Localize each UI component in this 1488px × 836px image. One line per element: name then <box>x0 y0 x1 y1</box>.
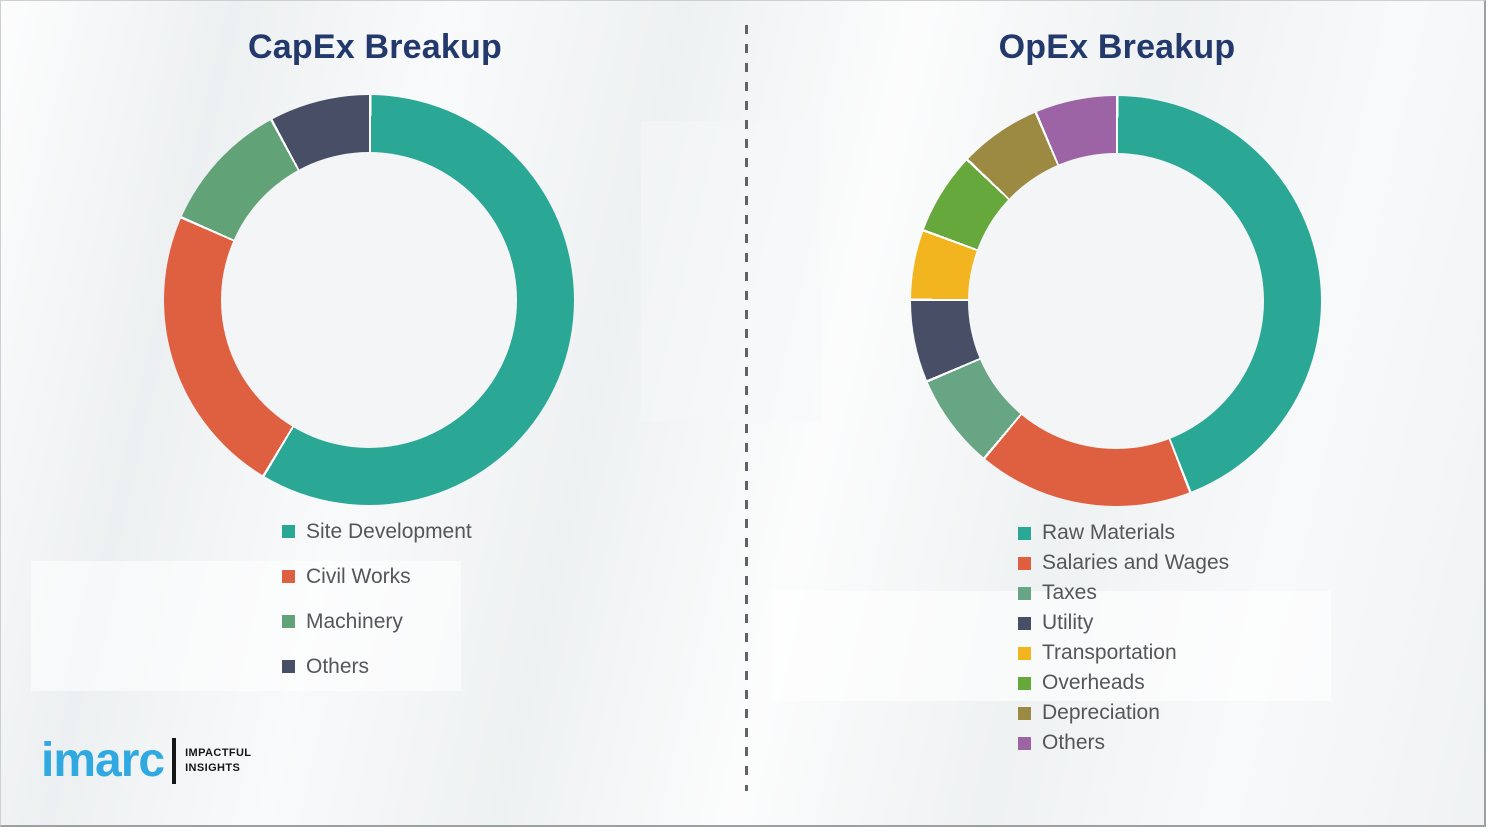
legend-item: Civil Works <box>282 554 472 599</box>
legend-item: Others <box>282 644 472 689</box>
imarc-logo-tagline: IMPACTFUL INSIGHTS <box>185 746 251 776</box>
legend-swatch <box>282 525 295 538</box>
legend-label: Taxes <box>1042 581 1097 604</box>
legend-item: Depreciation <box>1018 698 1229 728</box>
legend-item: Transportation <box>1018 638 1229 668</box>
opex-legend: Raw Materials Salaries and Wages Taxes U… <box>1018 518 1229 758</box>
legend-swatch <box>1018 586 1031 600</box>
legend-swatch <box>1018 556 1031 570</box>
legend-label: Transportation <box>1042 641 1177 664</box>
center-dashed-divider <box>745 25 748 791</box>
imarc-logo-wordmark: imarc <box>41 734 165 787</box>
legend-item: Utility <box>1018 608 1229 638</box>
legend-label: Others <box>306 654 370 678</box>
legend-label: Raw Materials <box>1042 521 1176 544</box>
imarc-logo-divider <box>172 738 177 784</box>
imarc-tagline-line2: INSIGHTS <box>185 762 241 774</box>
legend-swatch <box>1018 616 1031 630</box>
legend-label: Civil Works <box>306 564 411 588</box>
legend-label: Overheads <box>1042 671 1145 694</box>
capex-donut-chart <box>164 95 574 505</box>
opex-donut-hole <box>968 153 1264 449</box>
background-texture <box>641 121 821 421</box>
opex-title: OpEx Breakup <box>998 28 1236 66</box>
opex-donut-chart <box>911 96 1321 506</box>
legend-item: Taxes <box>1018 578 1229 608</box>
legend-label: Site Development <box>306 519 472 543</box>
legend-label: Depreciation <box>1042 701 1160 724</box>
capex-donut-hole <box>221 152 517 448</box>
legend-label: Utility <box>1042 611 1094 634</box>
legend-item: Overheads <box>1018 668 1229 698</box>
legend-item: Machinery <box>282 599 472 644</box>
legend-swatch <box>1018 706 1031 720</box>
legend-label: Salaries and Wages <box>1042 551 1230 574</box>
legend-item: Site Development <box>282 509 472 554</box>
legend-label: Others <box>1042 731 1106 754</box>
legend-item: Salaries and Wages <box>1018 548 1229 578</box>
legend-swatch <box>1018 676 1031 690</box>
legend-swatch <box>282 570 295 583</box>
legend-label: Machinery <box>306 609 403 633</box>
legend-swatch <box>282 660 295 673</box>
capex-title: CapEx Breakup <box>248 28 502 66</box>
legend-swatch <box>282 615 295 628</box>
capex-legend: Site Development Civil Works Machinery O… <box>282 509 472 689</box>
imarc-tagline-line1: IMPACTFUL <box>185 747 252 760</box>
legend-item: Raw Materials <box>1018 518 1229 548</box>
legend-swatch <box>1018 736 1031 750</box>
legend-swatch <box>1018 526 1031 540</box>
legend-swatch <box>1018 646 1031 660</box>
imarc-logo: imarc IMPACTFUL INSIGHTS <box>41 737 251 785</box>
legend-item: Others <box>1018 728 1229 758</box>
